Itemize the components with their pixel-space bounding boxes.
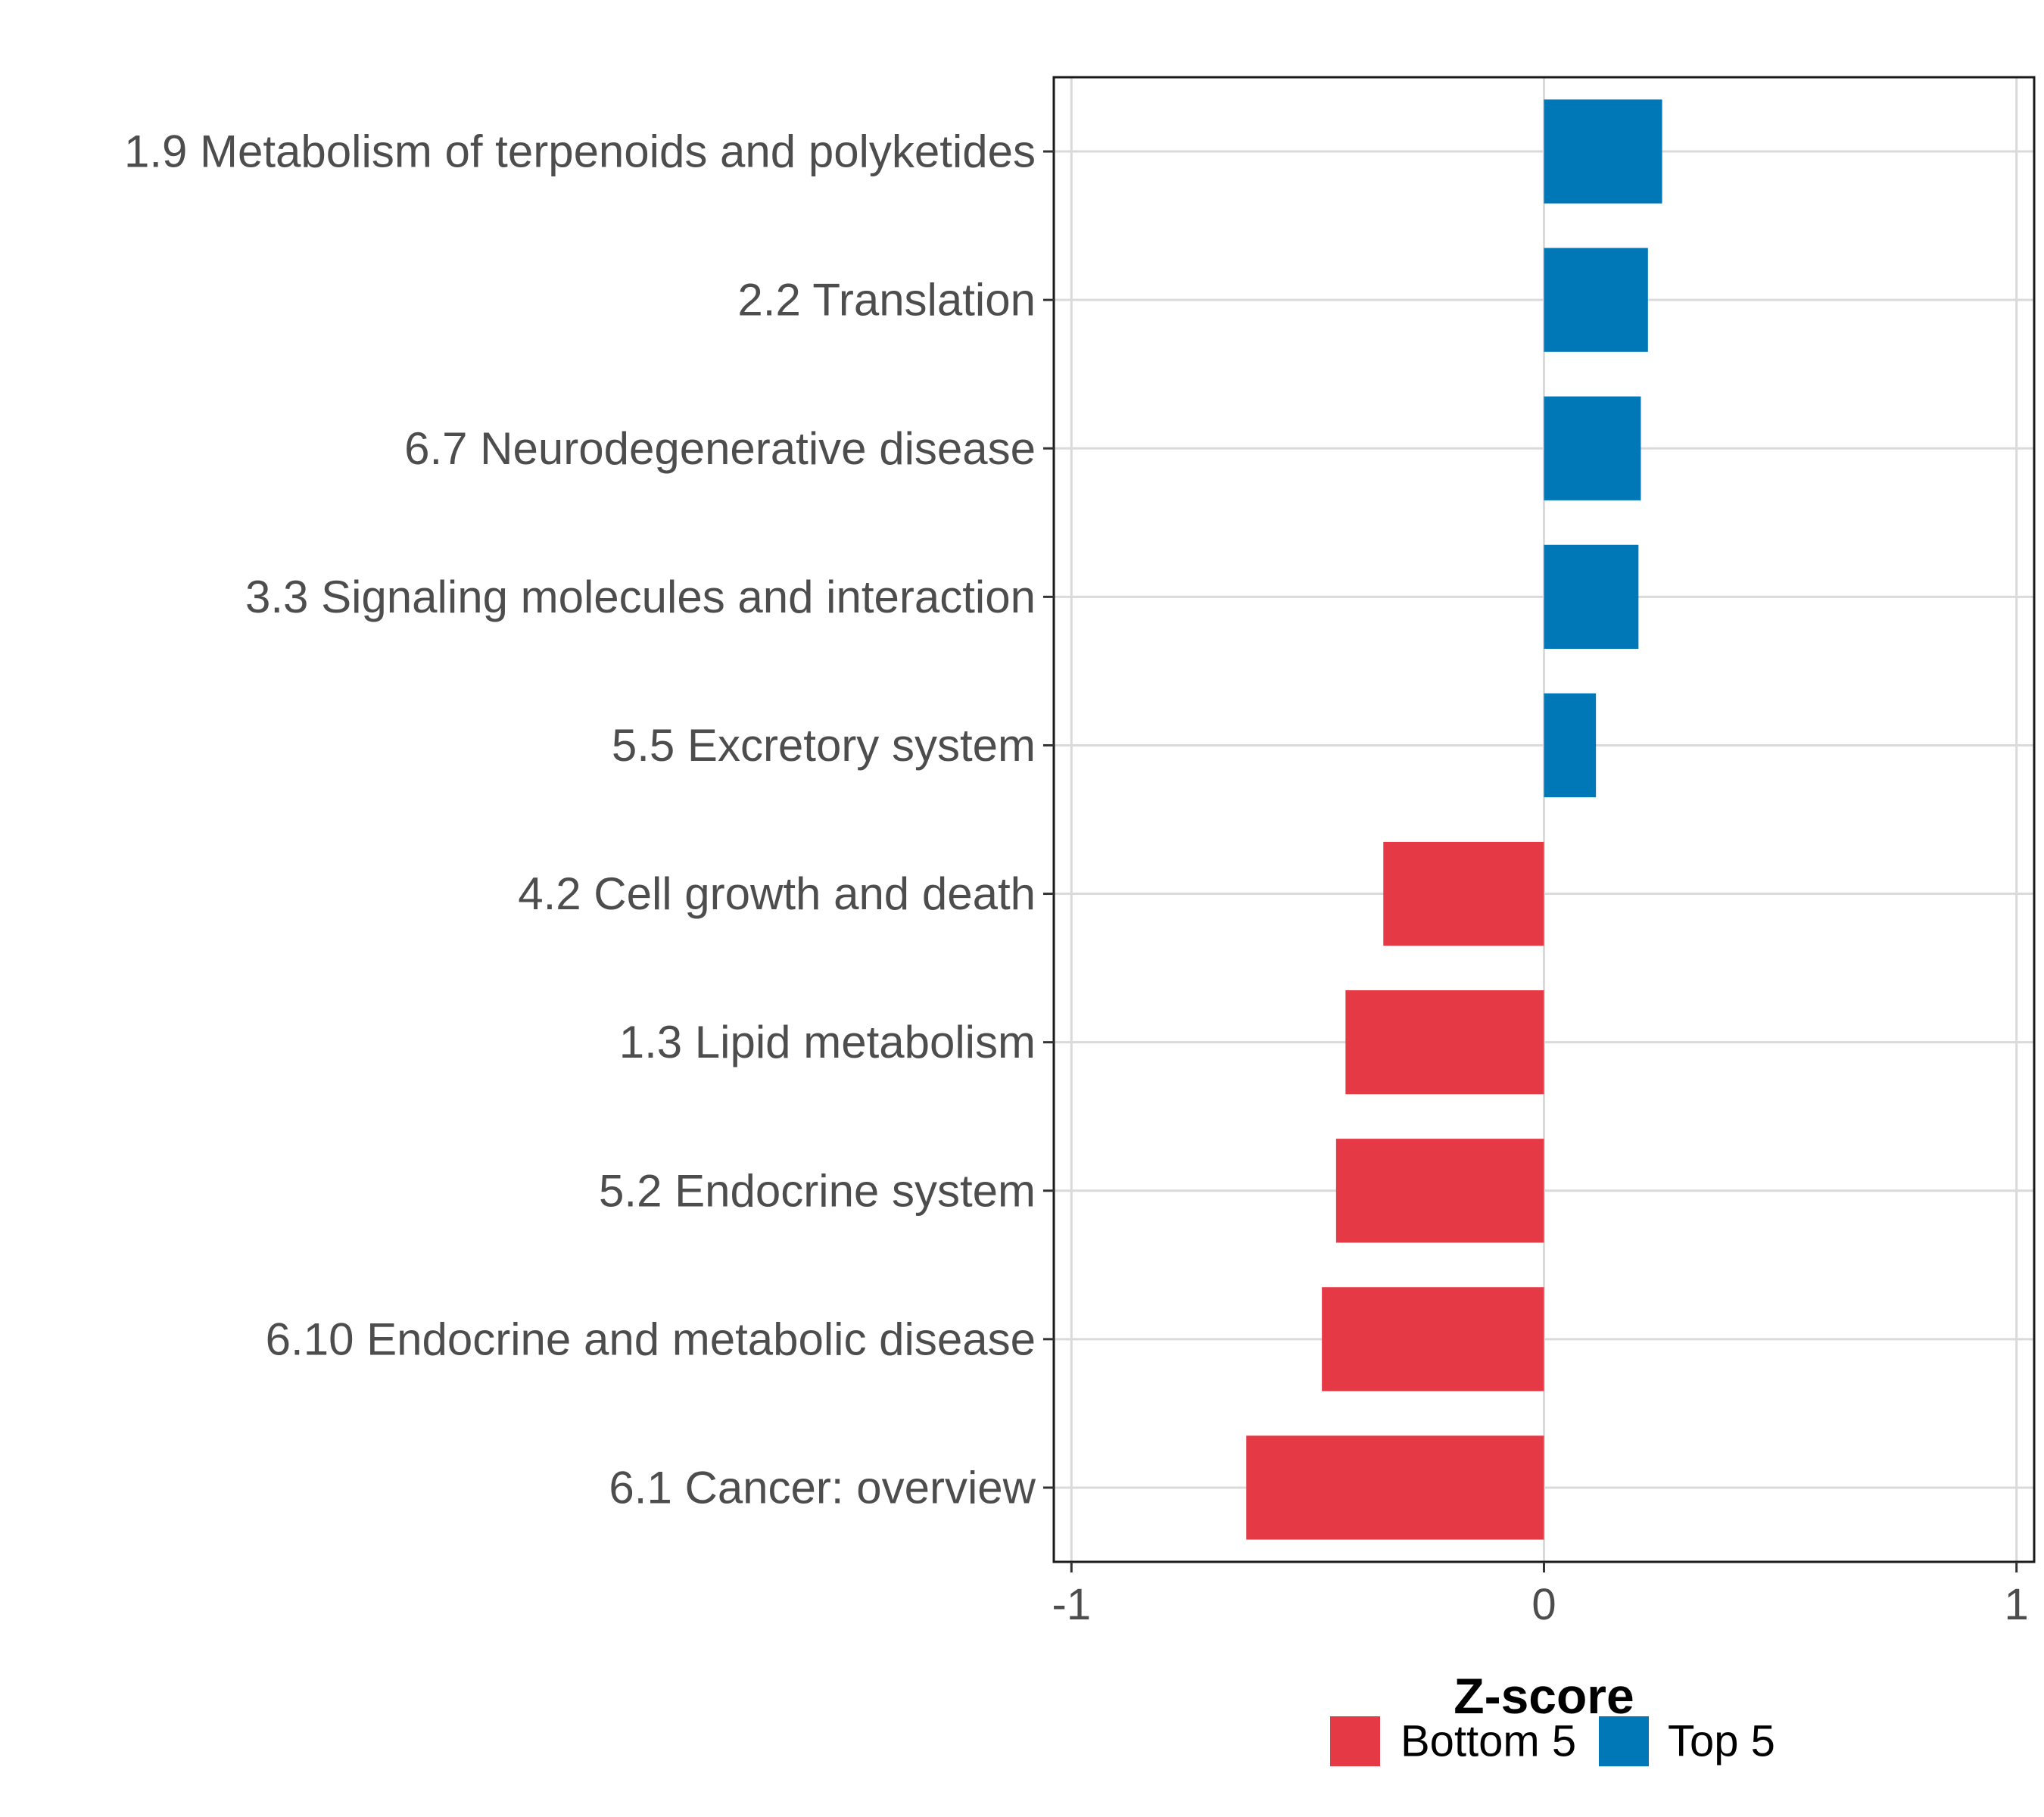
y-tick-label: 2.2 Translation	[737, 275, 1036, 326]
bar	[1544, 99, 1662, 204]
bar	[1246, 1435, 1544, 1540]
legend: Bottom 5 Top 5	[1330, 1716, 1775, 1766]
bar	[1335, 1139, 1544, 1243]
y-tick-label: 6.1 Cancer: overview	[609, 1462, 1036, 1513]
legend-label: Top 5	[1668, 1717, 1775, 1766]
legend-label: Bottom 5	[1401, 1717, 1576, 1766]
bar	[1544, 544, 1639, 649]
x-axis-title: Z-score	[1454, 1668, 1634, 1724]
y-axis-ticks	[1043, 150, 1054, 1489]
legend-swatch	[1330, 1716, 1380, 1766]
bar	[1544, 396, 1641, 500]
bar	[1345, 990, 1544, 1095]
y-tick-label: 6.7 Neurodegenerative disease	[404, 423, 1036, 474]
legend-swatch	[1599, 1716, 1649, 1766]
y-tick-label: 5.5 Excretory system	[612, 720, 1036, 771]
y-tick-label: 6.10 Endocrine and metabolic disease	[266, 1314, 1036, 1364]
bar	[1322, 1287, 1544, 1392]
x-tick-label: -1	[1052, 1580, 1092, 1629]
x-tick-label: 0	[1531, 1580, 1556, 1629]
bar	[1544, 693, 1597, 798]
y-axis-labels: 1.9 Metabolism of terpenoids and polyket…	[124, 126, 1036, 1513]
y-tick-label: 1.3 Lipid metabolism	[619, 1017, 1036, 1067]
bar	[1383, 841, 1544, 946]
y-tick-label: 4.2 Cell growth and death	[518, 868, 1036, 919]
bars	[1246, 99, 1662, 1540]
x-tick-label: 1	[2005, 1580, 2029, 1629]
y-tick-label: 3.3 Signaling molecules and interaction	[245, 572, 1036, 622]
y-tick-label: 1.9 Metabolism of terpenoids and polyket…	[124, 126, 1036, 177]
y-tick-label: 5.2 Endocrine system	[599, 1165, 1036, 1216]
x-axis-ticks: -1 0 1	[1052, 1562, 2029, 1629]
bar	[1544, 248, 1648, 352]
